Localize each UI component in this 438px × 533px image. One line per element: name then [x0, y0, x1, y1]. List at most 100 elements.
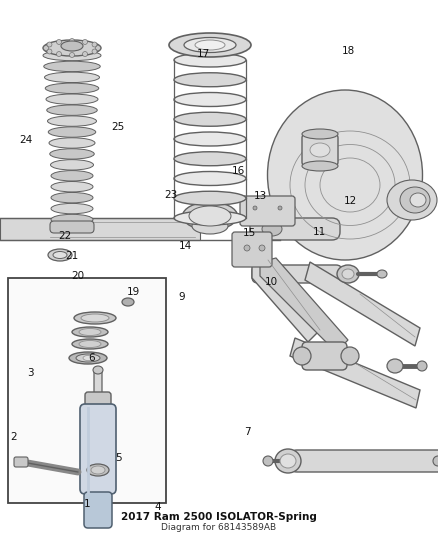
Ellipse shape	[45, 83, 99, 93]
FancyBboxPatch shape	[80, 404, 116, 494]
Polygon shape	[252, 260, 320, 342]
Ellipse shape	[72, 339, 108, 349]
Text: 5: 5	[115, 454, 122, 463]
Ellipse shape	[47, 116, 96, 126]
Text: 17: 17	[197, 50, 210, 59]
Ellipse shape	[82, 52, 88, 56]
Text: 23: 23	[164, 190, 177, 199]
Text: 18: 18	[342, 46, 355, 55]
Ellipse shape	[70, 52, 74, 58]
Text: 21: 21	[66, 251, 79, 261]
Ellipse shape	[174, 211, 246, 225]
FancyBboxPatch shape	[250, 218, 340, 240]
Text: 20: 20	[71, 271, 85, 281]
Ellipse shape	[87, 464, 109, 476]
FancyBboxPatch shape	[85, 392, 111, 406]
Ellipse shape	[174, 132, 246, 146]
Ellipse shape	[69, 352, 107, 364]
Ellipse shape	[275, 449, 301, 473]
Text: 10: 10	[265, 278, 278, 287]
FancyBboxPatch shape	[302, 342, 347, 370]
Ellipse shape	[51, 204, 93, 214]
Text: 16: 16	[232, 166, 245, 175]
Bar	[0, 218, 200, 240]
Text: 15: 15	[243, 229, 256, 238]
Ellipse shape	[387, 359, 403, 373]
Ellipse shape	[342, 269, 354, 279]
Text: Diagram for 68143589AB: Diagram for 68143589AB	[162, 522, 276, 531]
Text: 3: 3	[27, 368, 34, 378]
Ellipse shape	[341, 347, 359, 365]
Ellipse shape	[278, 206, 282, 210]
Ellipse shape	[83, 356, 93, 360]
Ellipse shape	[74, 312, 116, 324]
Polygon shape	[305, 262, 420, 346]
Bar	[8, 278, 166, 503]
Ellipse shape	[253, 206, 257, 210]
Ellipse shape	[51, 171, 93, 181]
Ellipse shape	[49, 138, 95, 148]
Polygon shape	[260, 258, 348, 352]
Polygon shape	[290, 338, 420, 408]
Text: 7: 7	[244, 427, 251, 437]
Ellipse shape	[91, 466, 105, 474]
Ellipse shape	[174, 72, 246, 87]
Ellipse shape	[47, 42, 52, 47]
Ellipse shape	[410, 193, 426, 207]
Text: 13: 13	[254, 191, 267, 201]
FancyBboxPatch shape	[240, 196, 295, 226]
Ellipse shape	[70, 38, 74, 44]
Ellipse shape	[79, 341, 101, 348]
Ellipse shape	[72, 327, 108, 337]
Ellipse shape	[51, 192, 93, 203]
Text: 25: 25	[111, 122, 124, 132]
Ellipse shape	[76, 354, 100, 362]
Ellipse shape	[48, 127, 96, 137]
Ellipse shape	[377, 270, 387, 278]
Ellipse shape	[92, 42, 97, 47]
Ellipse shape	[302, 129, 338, 139]
Text: 1: 1	[84, 499, 91, 508]
Text: 12: 12	[344, 197, 357, 206]
FancyBboxPatch shape	[290, 450, 438, 472]
Ellipse shape	[174, 172, 246, 185]
Text: 19: 19	[127, 287, 140, 297]
Ellipse shape	[93, 366, 103, 374]
Text: 6: 6	[88, 353, 95, 363]
FancyBboxPatch shape	[94, 368, 102, 396]
Ellipse shape	[122, 298, 134, 306]
Ellipse shape	[47, 49, 52, 54]
Text: 4: 4	[154, 503, 161, 512]
Ellipse shape	[387, 180, 437, 220]
Text: 9: 9	[178, 293, 185, 302]
Text: 11: 11	[313, 227, 326, 237]
Ellipse shape	[45, 72, 99, 83]
Ellipse shape	[79, 328, 101, 335]
Ellipse shape	[184, 37, 236, 52]
FancyBboxPatch shape	[50, 221, 94, 233]
Ellipse shape	[51, 214, 93, 225]
Ellipse shape	[263, 456, 273, 466]
Ellipse shape	[43, 50, 101, 61]
Ellipse shape	[47, 105, 97, 115]
Ellipse shape	[183, 202, 237, 230]
Text: 22: 22	[58, 231, 71, 240]
Text: 2017 Ram 2500 ISOLATOR-Spring: 2017 Ram 2500 ISOLATOR-Spring	[121, 512, 317, 522]
Text: 24: 24	[20, 135, 33, 144]
Ellipse shape	[259, 245, 265, 251]
Ellipse shape	[48, 249, 72, 261]
Ellipse shape	[192, 218, 228, 234]
Ellipse shape	[95, 45, 100, 51]
Ellipse shape	[46, 94, 98, 104]
Ellipse shape	[57, 52, 61, 56]
Ellipse shape	[174, 93, 246, 107]
Ellipse shape	[174, 191, 246, 205]
Ellipse shape	[82, 39, 88, 44]
Ellipse shape	[293, 347, 311, 365]
Ellipse shape	[174, 112, 246, 126]
Ellipse shape	[43, 40, 101, 56]
Ellipse shape	[174, 152, 246, 166]
Ellipse shape	[280, 454, 296, 468]
FancyBboxPatch shape	[232, 232, 272, 267]
Ellipse shape	[81, 314, 109, 322]
